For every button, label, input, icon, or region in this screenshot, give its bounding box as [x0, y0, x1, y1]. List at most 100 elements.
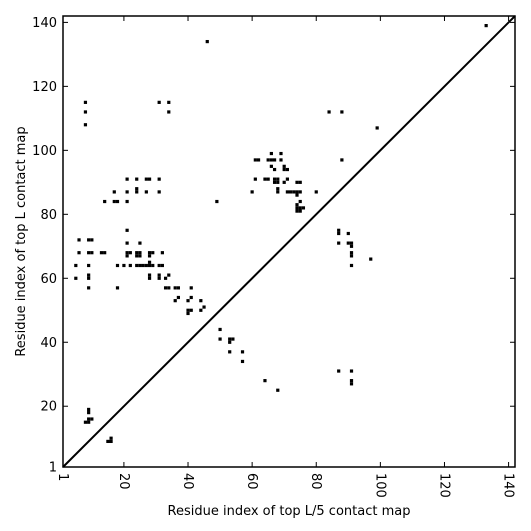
x-tick-label: 1 [55, 473, 70, 481]
x-tick-label: 80 [308, 473, 323, 490]
contact-point [298, 190, 302, 194]
contact-point [147, 260, 152, 264]
contact-point [122, 263, 126, 268]
y-tick-label: 140 [32, 16, 57, 31]
contact-point [90, 251, 94, 255]
contact-point [205, 39, 209, 44]
contact-point [282, 167, 286, 172]
contact-point [167, 110, 171, 114]
contact-point [295, 203, 299, 207]
contact-point [87, 273, 91, 277]
contact-point [141, 263, 145, 268]
contact-point [301, 206, 306, 210]
contact-point [218, 327, 222, 332]
contact-point [167, 100, 171, 104]
contact-point [128, 251, 132, 255]
contact-point [90, 238, 94, 242]
contact-point [349, 369, 354, 373]
contact-point [144, 177, 148, 181]
contact-point [272, 158, 277, 162]
x-tick-label: 120 [436, 473, 451, 498]
contact-point [138, 241, 142, 245]
contact-point [189, 295, 193, 300]
contact-point [298, 209, 302, 213]
contact-point [199, 308, 203, 312]
contact-point [163, 286, 168, 290]
contact-point [349, 254, 354, 258]
contact-point [282, 180, 286, 184]
contact-point [285, 167, 289, 172]
contact-point [346, 231, 350, 236]
contact-point [369, 257, 373, 261]
contact-point [189, 308, 193, 312]
contact-point [272, 180, 277, 184]
contact-point [349, 379, 354, 383]
contact-point [289, 190, 293, 194]
contact-point [484, 24, 488, 28]
contact-point [87, 420, 91, 424]
contact-point [349, 241, 354, 245]
contact-point [272, 177, 277, 181]
contact-point [135, 263, 139, 268]
contact-point [295, 180, 299, 184]
contact-point [157, 273, 161, 277]
contact-point [135, 187, 139, 191]
contact-point [285, 190, 289, 194]
contact-point [151, 263, 155, 268]
y-tick-label: 80 [40, 208, 57, 223]
contact-point [256, 158, 261, 162]
contact-point [167, 273, 171, 277]
y-tick-label: 100 [32, 144, 57, 159]
contact-point [295, 206, 299, 210]
contact-point [87, 407, 91, 412]
contact-point [340, 158, 344, 162]
contact-point [99, 251, 104, 255]
contact-point [147, 276, 152, 280]
contact-point [266, 177, 270, 181]
contact-point [103, 251, 107, 255]
contact-point [276, 177, 280, 181]
contact-point [272, 167, 277, 172]
contact-point [298, 180, 302, 184]
contact-point [337, 228, 341, 232]
contact-point [125, 254, 129, 258]
contact-point [160, 251, 164, 255]
contact-point [147, 263, 152, 268]
contact-point [298, 206, 302, 210]
contact-point [90, 417, 94, 421]
contact-point [375, 126, 379, 130]
y-tick-label: 20 [40, 400, 57, 415]
contact-point [279, 151, 283, 156]
contact-point [337, 369, 341, 373]
contact-point [87, 251, 91, 255]
contact-point [87, 238, 91, 242]
contact-point [157, 100, 161, 104]
contact-point [147, 273, 152, 277]
contact-point [109, 436, 113, 440]
contact-point [186, 299, 190, 303]
contact-point [138, 254, 142, 258]
contact-point [173, 286, 177, 290]
contact-point [228, 340, 232, 344]
contact-point [157, 276, 161, 280]
contact-point [83, 420, 88, 424]
y-tick-label: 120 [32, 80, 57, 95]
contact-point [276, 388, 280, 392]
y-tick-label: 1 [49, 461, 57, 476]
contact-point [157, 177, 161, 181]
contact-point [269, 164, 273, 168]
contact-point [189, 286, 193, 290]
contact-point [147, 177, 152, 181]
contact-point [279, 158, 283, 162]
contact-point [215, 199, 219, 204]
contact-point [228, 337, 232, 341]
contact-point [157, 190, 161, 194]
contact-point [276, 190, 280, 194]
contact-point [115, 286, 120, 290]
contact-point [147, 254, 152, 258]
contact-point [337, 231, 341, 236]
y-tick-label: 60 [40, 272, 57, 287]
x-tick-label: 40 [180, 473, 195, 490]
contact-point [346, 241, 350, 245]
